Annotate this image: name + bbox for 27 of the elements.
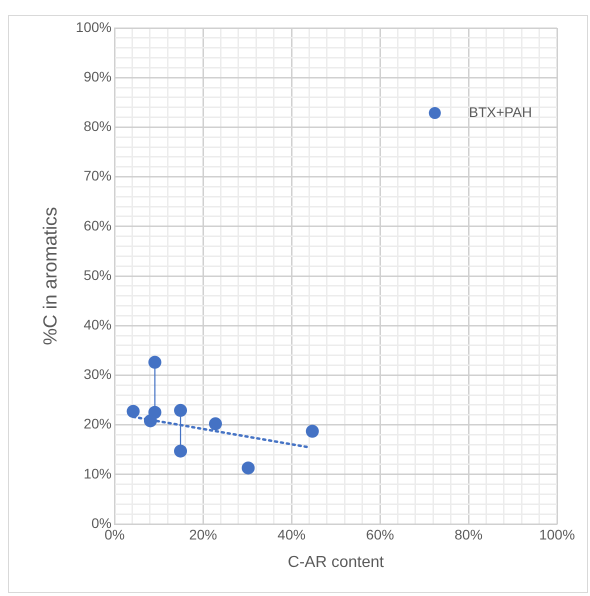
x-tick-label: 60%	[366, 526, 394, 542]
y-tick-label: 80%	[84, 118, 112, 134]
point	[148, 356, 162, 369]
point	[174, 444, 188, 458]
y-tick-label: 0%	[91, 514, 112, 531]
x-tick-label: 80%	[454, 526, 483, 542]
point	[126, 404, 140, 418]
y-axis-title: %C in aromatics	[40, 206, 62, 346]
y-tick-label: 20%	[84, 416, 112, 432]
y-tick-label: 70%	[84, 168, 112, 184]
y-tick-label: 30%	[84, 366, 112, 382]
x-axis-title: C-AR content	[288, 554, 384, 571]
x-tick-label: 40%	[278, 526, 306, 542]
point	[242, 461, 255, 474]
point	[306, 424, 319, 438]
legend-label: BTX+PAH	[468, 104, 532, 120]
x-tick-label: 100%	[539, 526, 575, 542]
y-tick-label: 50%	[84, 266, 112, 283]
y-tick-label: 100%	[76, 18, 112, 35]
y-tick-label: 10%	[84, 465, 112, 482]
point	[174, 404, 188, 417]
y-tick-label: 90%	[84, 68, 112, 84]
point	[144, 414, 157, 428]
point	[208, 417, 222, 430]
x-tick-label: 20%	[189, 526, 218, 542]
y-tick-label: 40%	[84, 316, 112, 332]
y-tick-label: 60%	[84, 217, 112, 234]
